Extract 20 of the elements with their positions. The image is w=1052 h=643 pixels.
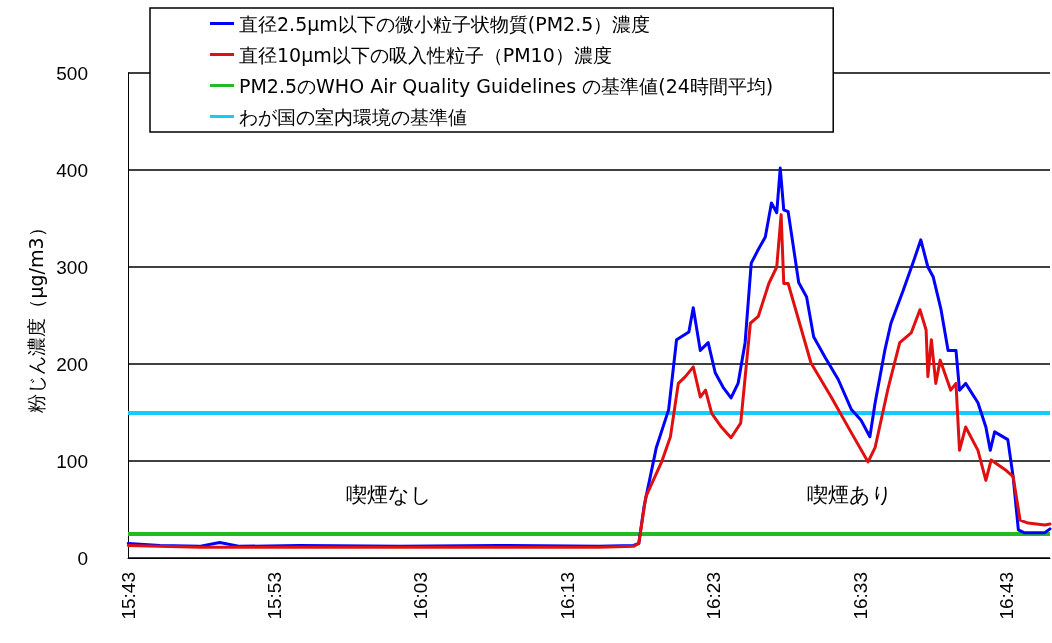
y-tick-label: 500 xyxy=(56,62,88,84)
x-tick-label: 16:03 xyxy=(410,572,432,620)
x-tick-label: 16:33 xyxy=(849,572,871,620)
annotation: 喫煙なし xyxy=(345,483,432,507)
y-tick-label: 0 xyxy=(77,547,88,569)
legend-label: 直径2.5μm以下の微小粒子状物質(PM2.5）濃度 xyxy=(239,12,651,35)
x-tick-label: 15:43 xyxy=(117,572,139,620)
y-tick-label: 400 xyxy=(56,159,88,181)
x-tick-label: 16:13 xyxy=(556,572,578,620)
x-tick-label: 15:53 xyxy=(263,572,285,620)
legend-label: PM2.5のWHO Air Quality Guidelines の基準値(24時間平均) xyxy=(239,74,774,97)
annotation: 喫煙あり xyxy=(806,483,893,507)
legend-label: わが国の室内環境の基準値 xyxy=(239,105,467,128)
legend-label: 直径10μm以下の吸入性粒子（PM10）濃度 xyxy=(239,43,612,66)
y-tick-label: 300 xyxy=(56,256,88,278)
y-axis-title: 粉じん濃度（μg/m3） xyxy=(24,218,47,413)
x-tick-label: 16:43 xyxy=(996,572,1018,620)
y-tick-label: 200 xyxy=(56,353,88,375)
y-tick-label: 100 xyxy=(56,450,88,472)
x-tick-label: 16:23 xyxy=(703,572,725,620)
